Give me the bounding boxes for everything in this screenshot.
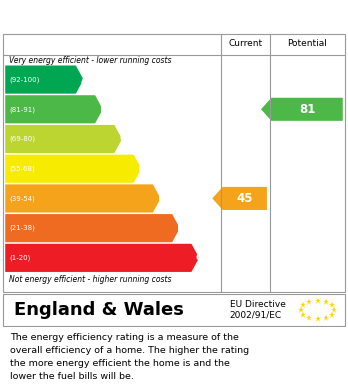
Text: G: G	[196, 253, 205, 263]
Text: 45: 45	[237, 192, 253, 205]
Text: EU Directive
2002/91/EC: EU Directive 2002/91/EC	[230, 300, 286, 320]
Text: England & Wales: England & Wales	[14, 301, 184, 319]
Polygon shape	[261, 98, 343, 121]
Text: (21-38): (21-38)	[10, 225, 35, 231]
Polygon shape	[5, 214, 180, 242]
Text: C: C	[119, 134, 127, 144]
Text: D: D	[138, 164, 147, 174]
Text: Current: Current	[228, 39, 262, 48]
Polygon shape	[5, 125, 122, 153]
Polygon shape	[5, 244, 199, 272]
Text: 81: 81	[299, 103, 315, 116]
Text: (92-100): (92-100)	[10, 76, 40, 83]
Text: (39-54): (39-54)	[10, 195, 35, 202]
Polygon shape	[212, 187, 267, 210]
Text: Energy Efficiency Rating: Energy Efficiency Rating	[10, 11, 220, 26]
Text: The energy efficiency rating is a measure of the
overall efficiency of a home. T: The energy efficiency rating is a measur…	[10, 334, 250, 381]
Text: (1-20): (1-20)	[10, 255, 31, 261]
Text: Potential: Potential	[287, 39, 327, 48]
Polygon shape	[5, 185, 160, 213]
Polygon shape	[5, 155, 141, 183]
Text: E: E	[158, 194, 166, 203]
Text: B: B	[100, 104, 108, 114]
Polygon shape	[5, 66, 84, 94]
Text: (55-68): (55-68)	[10, 165, 35, 172]
Text: A: A	[81, 75, 89, 84]
Text: Not energy efficient - higher running costs: Not energy efficient - higher running co…	[9, 275, 171, 284]
Text: Very energy efficient - lower running costs: Very energy efficient - lower running co…	[9, 56, 171, 65]
Text: (81-91): (81-91)	[10, 106, 36, 113]
Text: (69-80): (69-80)	[10, 136, 36, 142]
Polygon shape	[5, 95, 103, 124]
Text: F: F	[177, 223, 185, 233]
